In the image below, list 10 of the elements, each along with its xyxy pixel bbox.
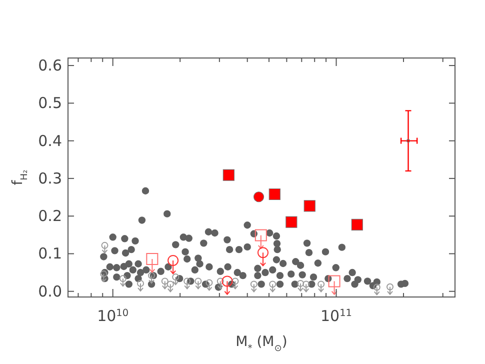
- x-axis-title: M$_{*}$ (M$_{⊙}$): [236, 334, 288, 354]
- x-tick-label: 10$^{10}$: [97, 307, 129, 325]
- y-tick-label: 0.3: [38, 169, 62, 188]
- y-tick-label: 0.4: [38, 132, 62, 150]
- y-tick-label: 0.0: [38, 282, 62, 300]
- y-tick-label: 0.2: [38, 207, 62, 226]
- x-tick-label: 10$^{11}$: [320, 307, 352, 325]
- y-tick-label: 0.1: [38, 244, 62, 263]
- y-tick-label: 0.6: [38, 56, 62, 75]
- y-tick-label: 0.5: [38, 94, 62, 112]
